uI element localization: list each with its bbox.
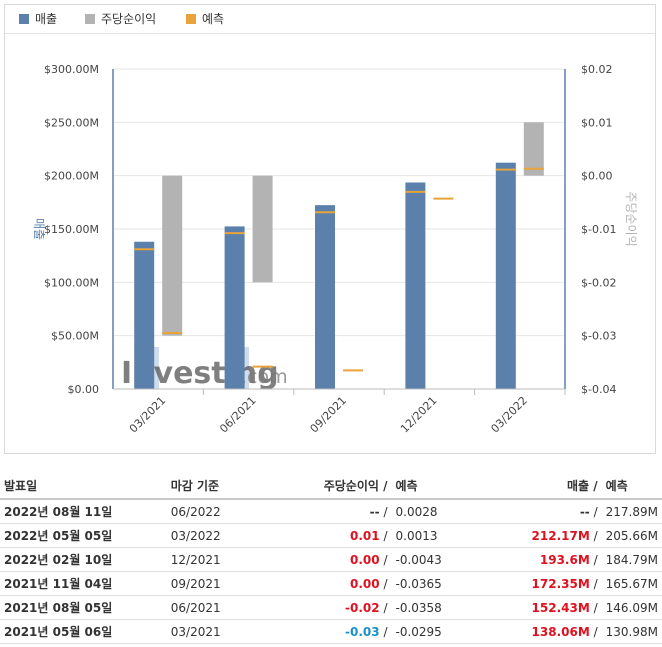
cell-period: 12/2021 [166,547,275,572]
right-axis-title: 주당순이익 [624,191,638,246]
x-tick-label: 03/2022 [488,394,530,436]
cell-revenue: 138.06M / [479,619,602,644]
chart-plot: $300.00M $250.00M $200.00M $150.00M $100.00M… [32,63,638,436]
cell-eps: 0.00 / [274,547,392,572]
revenue-bar [224,226,245,389]
left-tick-label: $200.00M [44,170,99,183]
cell-revenue-forecast: 146.09M [601,595,662,620]
cell-eps: -0.02 / [274,595,392,620]
cell-eps-forecast: -0.0043 [391,547,480,572]
cell-date: 2021년 05월 06일 [0,619,167,644]
x-tick-label: 06/2021 [217,394,259,436]
cell-revenue: 193.6M / [479,547,602,572]
eps-bar [162,175,183,336]
cell-revenue: 212.17M / [479,523,602,548]
left-tick-label: $100.00M [44,276,99,289]
revenue-bar [315,205,335,389]
legend-label: 예측 [202,12,225,26]
cell-date: 2022년 05월 05일 [0,523,167,548]
legend-label: 매출 [35,12,58,26]
watermark-logo-suffix: .com [241,366,288,388]
revenue-bar [495,162,516,389]
legend-item-eps[interactable]: 주당순이익 [85,12,156,26]
legend-item-revenue[interactable]: 매출 [19,12,57,26]
cell-eps: 0.01 / [274,523,392,548]
header-eps-forecast[interactable]: 예측 [391,472,480,500]
legend-item-forecast[interactable]: 예측 [186,12,224,26]
cell-period: 06/2022 [166,499,275,524]
cell-date: 2022년 02월 10일 [0,547,167,572]
cell-revenue: 172.35M / [479,571,602,596]
left-tick-label: $300.00M [44,63,99,76]
left-axis-title: 매출 [32,218,46,240]
right-tick-label: $0.00 [581,170,613,183]
table-row: 2022년 08월 11일 06/2022 -- /0.0028 -- /217.89… [0,499,662,524]
table-row: 2021년 11월 04일 09/2021 0.00 /-0.0365 172.35M… [0,571,662,596]
eps-bar [523,122,544,176]
cell-revenue: -- / [479,499,602,524]
right-tick-label: $-0.03 [581,330,616,343]
right-tick-label: $0.02 [581,63,613,76]
header-date[interactable]: 발표일 [0,472,167,500]
cell-date: 2021년 08월 05일 [0,595,167,620]
left-tick-label: $250.00M [44,116,99,129]
forecast-swatch-icon [186,14,196,24]
cell-revenue-forecast: 165.67M [601,571,662,596]
table-row: 2021년 05월 06일 03/2021 -0.03 /-0.0295 138.06… [0,619,662,644]
x-tick-label: 03/2021 [127,394,169,436]
eps-bar [252,175,273,283]
cell-revenue-forecast: 130.98M [601,619,662,644]
right-tick-label: $-0.02 [581,276,616,289]
legend-label: 주당순이익 [101,12,157,26]
x-tick-label: 12/2021 [398,394,440,436]
table-row: 2021년 08월 05일 06/2021 -0.02 /-0.0358 152.43… [0,595,662,620]
header-revenue-forecast[interactable]: 예측 [601,472,662,500]
cell-revenue: 152.43M / [479,595,602,620]
earnings-chart-panel: 매출 주당순이익 예측 $300.00M $250.00M $200.00M $150… [4,4,656,454]
x-tick-label: 09/2021 [308,394,350,436]
table-header-row: 발표일 마감 기준 주당순이익 / 예측 매출 / 예측 [0,472,662,500]
left-tick-label: $50.00M [51,330,99,343]
cell-revenue-forecast: 217.89M [601,499,662,524]
eps-swatch-icon [85,14,95,24]
cell-revenue-forecast: 205.66M [601,523,662,548]
cell-eps-forecast: 0.0028 [391,499,480,524]
cell-eps: -- / [274,499,392,524]
cell-eps: 0.00 / [274,571,392,596]
cell-period: 06/2021 [166,595,275,620]
cell-eps-forecast: -0.0295 [391,619,480,644]
cell-period: 03/2022 [166,523,275,548]
revenue-swatch-icon [19,14,29,24]
cell-period: 03/2021 [166,619,275,644]
cell-eps-forecast: 0.0013 [391,523,480,548]
earnings-table: 발표일 마감 기준 주당순이익 / 예측 매출 / 예측 2022년 08월 1… [0,472,662,644]
header-revenue[interactable]: 매출 / [479,472,602,500]
chart-legend: 매출 주당순이익 예측 [5,5,655,34]
revenue-bar [405,182,426,389]
left-tick-label: $0.00 [68,383,100,396]
cell-eps: -0.03 / [274,619,392,644]
header-period[interactable]: 마감 기준 [166,472,275,500]
right-tick-label: $-0.01 [581,223,616,236]
cell-date: 2021년 11월 04일 [0,571,167,596]
revenue-bar [134,241,155,389]
right-tick-label: $-0.04 [581,383,616,396]
cell-period: 09/2021 [166,571,275,596]
cell-date: 2022년 08월 11일 [0,499,167,524]
cell-revenue-forecast: 184.79M [601,547,662,572]
cell-eps-forecast: -0.0358 [391,595,480,620]
left-tick-label: $150.00M [44,223,99,236]
right-tick-label: $0.01 [581,116,613,129]
header-eps[interactable]: 주당순이익 / [274,472,392,500]
table-row: 2022년 05월 05일 03/2022 0.01 /0.0013 212.17M … [0,523,662,548]
cell-eps-forecast: -0.0365 [391,571,480,596]
table-row: 2022년 02월 10일 12/2021 0.00 /-0.0043 193.6M … [0,547,662,572]
